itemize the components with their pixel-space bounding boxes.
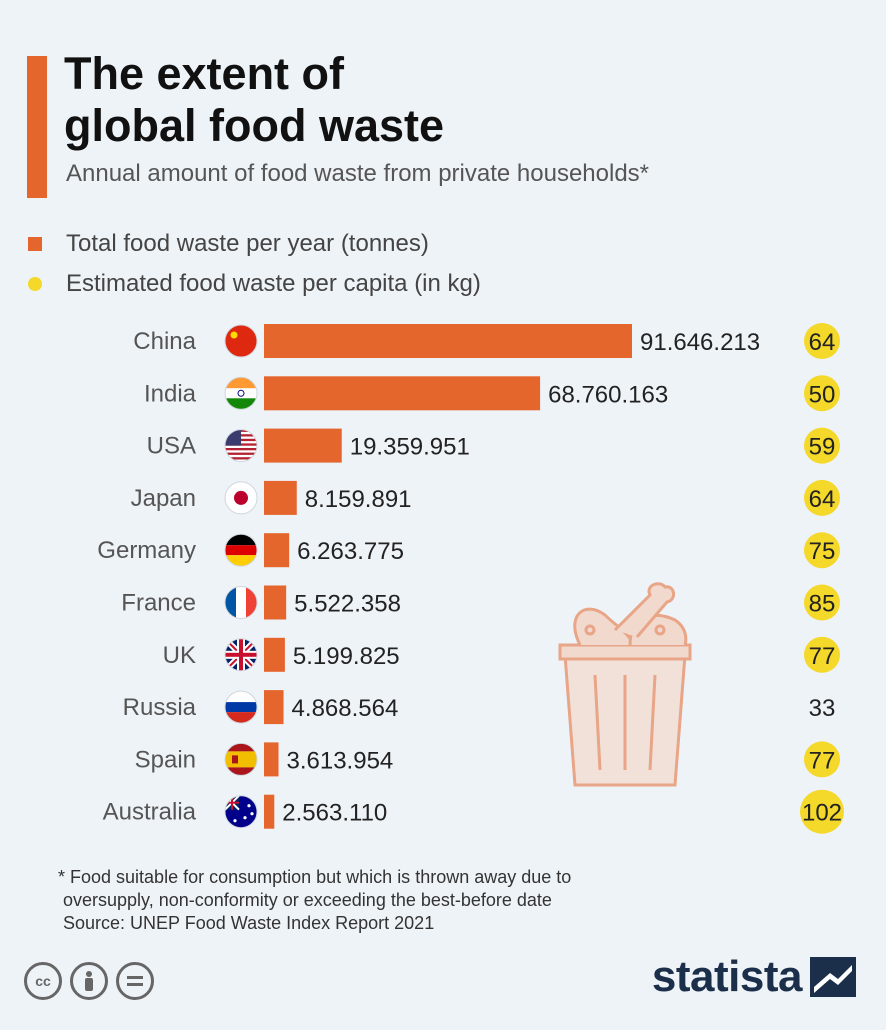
capita-value-label: 75 bbox=[809, 538, 836, 565]
title-accent-bar bbox=[27, 56, 47, 198]
legend-square-swatch bbox=[28, 237, 42, 251]
bar-value-label: 5.199.825 bbox=[293, 643, 400, 670]
footnote: * Food suitable for consumption but whic… bbox=[58, 866, 571, 935]
capita-dot bbox=[804, 479, 840, 516]
chart-row: Germany 6.263.775 75 bbox=[97, 532, 840, 569]
japan-flag bbox=[224, 481, 258, 515]
category-label: Russia bbox=[123, 694, 197, 721]
category-label: Germany bbox=[97, 537, 196, 564]
capita-dot bbox=[804, 741, 840, 778]
chart-row: France 5.522.358 85 bbox=[121, 584, 840, 621]
nd-icon[interactable] bbox=[116, 962, 154, 1000]
bar bbox=[264, 324, 632, 358]
bar-value-label: 5.522.358 bbox=[294, 591, 401, 618]
chart-row: India 68.760.163 50 bbox=[144, 375, 840, 412]
capita-dot bbox=[804, 532, 840, 569]
cc-icon[interactable]: cc bbox=[24, 962, 62, 1000]
legend-label-capita: Estimated food waste per capita (in kg) bbox=[66, 270, 481, 297]
china-flag bbox=[224, 324, 258, 358]
bar bbox=[264, 742, 279, 777]
bar bbox=[264, 376, 541, 411]
chart-row: Japan 8.159.891 64 bbox=[131, 479, 840, 516]
brand-name: statista bbox=[651, 952, 803, 1001]
capita-dot bbox=[800, 789, 844, 834]
statista-mark-icon bbox=[810, 957, 856, 997]
legend-item-total: Total food waste per year (tonnes) bbox=[28, 230, 429, 258]
capita-value-label: 85 bbox=[809, 591, 836, 618]
chart-row: USA 19.359.951 59 bbox=[147, 427, 840, 464]
bar-value-label: 6.263.775 bbox=[297, 538, 404, 565]
category-label: France bbox=[121, 590, 196, 617]
capita-dot bbox=[804, 375, 840, 412]
capita-dot bbox=[804, 427, 840, 464]
chart-row: Australia 2.563.110 102 bbox=[103, 789, 844, 834]
capita-value-label: 64 bbox=[809, 486, 836, 513]
bar-value-label: 91.646.213 bbox=[640, 329, 760, 356]
bar bbox=[264, 533, 290, 568]
chart-row: Russia 4.868.564 33 bbox=[123, 690, 836, 725]
title-line-1: The extent of bbox=[64, 48, 345, 99]
capita-dot bbox=[804, 584, 840, 621]
capita-value-label: 33 bbox=[809, 695, 836, 722]
bar bbox=[264, 585, 287, 620]
category-label: India bbox=[144, 380, 197, 407]
legend-item-capita: Estimated food waste per capita (in kg) bbox=[28, 270, 481, 298]
chart-row: UK 5.199.825 77 bbox=[163, 636, 840, 673]
category-label: China bbox=[133, 328, 196, 355]
bar-value-label: 4.868.564 bbox=[292, 695, 399, 722]
bar bbox=[264, 428, 342, 463]
spain-flag bbox=[224, 742, 258, 776]
capita-value-label: 59 bbox=[809, 434, 836, 461]
india-flag bbox=[224, 376, 258, 410]
footnote-line-2: oversupply, non-conformity or exceeding … bbox=[58, 890, 552, 910]
chart-row: Spain 3.613.954 77 bbox=[135, 741, 840, 778]
chart-title: The extent of global food waste bbox=[64, 48, 664, 152]
category-label: Australia bbox=[103, 799, 197, 826]
capita-value-label: 50 bbox=[809, 381, 836, 408]
usa-flag bbox=[224, 429, 258, 463]
legend-label-total: Total food waste per year (tonnes) bbox=[66, 230, 429, 257]
statista-logo[interactable]: statista bbox=[652, 952, 856, 1002]
bar bbox=[264, 794, 275, 829]
capita-value-label: 77 bbox=[809, 747, 836, 774]
capita-value-label: 77 bbox=[809, 643, 836, 670]
footnote-line-1: * Food suitable for consumption but whic… bbox=[58, 867, 572, 887]
germany-flag bbox=[224, 533, 258, 567]
legend-dot-swatch bbox=[28, 277, 42, 291]
capita-value-label: 102 bbox=[802, 800, 842, 827]
russia-flag bbox=[224, 690, 258, 724]
bar-value-label: 68.760.163 bbox=[548, 381, 668, 408]
bar-value-label: 2.563.110 bbox=[282, 800, 387, 827]
capita-value-label: 64 bbox=[809, 329, 836, 356]
category-label: Spain bbox=[135, 746, 196, 773]
bar-value-label: 19.359.951 bbox=[350, 434, 470, 461]
category-label: Japan bbox=[131, 485, 196, 512]
bar-chart: China 91.646.213 64 India 68.760.163 50 USA 19.… bbox=[97, 323, 844, 834]
license-icons: cc bbox=[24, 962, 154, 1000]
france-flag bbox=[224, 586, 258, 619]
capita-dot bbox=[804, 323, 840, 359]
bar bbox=[264, 637, 285, 672]
category-label: UK bbox=[163, 642, 196, 669]
capita-dot bbox=[804, 636, 840, 673]
category-label: USA bbox=[147, 433, 196, 460]
bar bbox=[264, 480, 297, 515]
by-icon[interactable] bbox=[70, 962, 108, 1000]
chart-subtitle: Annual amount of food waste from private… bbox=[66, 160, 650, 187]
bar-value-label: 3.613.954 bbox=[287, 747, 394, 774]
australia-flag bbox=[224, 795, 258, 829]
chart-row: China 91.646.213 64 bbox=[133, 323, 840, 359]
bar-value-label: 8.159.891 bbox=[305, 486, 412, 513]
title-line-2: global food waste bbox=[64, 100, 445, 151]
trash-can-illustration bbox=[558, 582, 692, 787]
bar bbox=[264, 690, 284, 725]
uk-flag bbox=[224, 638, 258, 672]
footnote-source: Source: UNEP Food Waste Index Report 202… bbox=[58, 913, 435, 933]
